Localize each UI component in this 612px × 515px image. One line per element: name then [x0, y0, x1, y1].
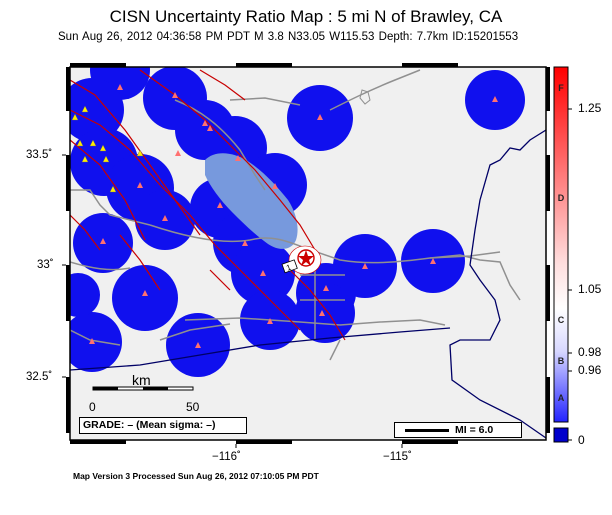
scale-unit-label: km [132, 372, 151, 388]
epicenter-marker: 1 [281, 245, 322, 275]
axis-ticks [62, 154, 403, 448]
colorbar [553, 66, 569, 423]
salton-sea [205, 153, 298, 249]
scale-bar [92, 386, 194, 391]
lat-label-32-5: 32.5˚ [26, 371, 53, 383]
grade-letter-b: B [557, 356, 565, 366]
lon-label-116: −116˚ [212, 451, 241, 463]
colorbar-label-0-98: 0.98 [578, 345, 602, 359]
roads [70, 69, 521, 361]
mi-legend-text: MI = 6.0 [455, 424, 494, 436]
map-subtitle: Sun Aug 26, 2012 04:36:58 PM PDT M 3.8 N… [58, 31, 519, 43]
lat-label-33: 33˚ [37, 259, 54, 271]
borders [70, 129, 546, 439]
small-lake [359, 89, 371, 105]
lon-label-115: −115˚ [383, 451, 412, 463]
colorbar-label-0-96: 0.96 [578, 363, 602, 377]
grade-letter-a: A [557, 393, 565, 403]
scale-label-50: 50 [186, 400, 200, 414]
grade-box: GRADE: – (Mean sigma: –) [79, 417, 247, 434]
faults [70, 69, 346, 341]
frame-graticule [66, 63, 550, 444]
grade-letter-c: C [557, 315, 565, 325]
colorbar-label-1-25: 1.25 [578, 101, 602, 115]
grade-letter-f: F [558, 83, 564, 93]
lat-label-33-5: 33.5˚ [26, 149, 53, 161]
colorbar-zero-swatch [553, 427, 569, 443]
colorbar-label-1-05: 1.05 [578, 282, 602, 296]
epicenter-label: 1 [285, 262, 293, 272]
colorbar-label-0: 0 [578, 433, 585, 447]
colorbar-ticks [568, 108, 572, 441]
map-title: CISN Uncertainty Ratio Map : 5 mi N of B… [109, 7, 503, 26]
grade-letter-d: D [557, 193, 565, 203]
mi-legend: MI = 6.0 [394, 422, 522, 438]
stations-yellow [71, 105, 144, 193]
map-footer: Map Version 3 Processed Sun Aug 26, 2012… [73, 471, 319, 481]
map-frame [69, 66, 547, 441]
stations-low-grade [89, 84, 498, 348]
scale-label-0: 0 [89, 400, 96, 414]
mi-legend-bar [405, 429, 449, 432]
